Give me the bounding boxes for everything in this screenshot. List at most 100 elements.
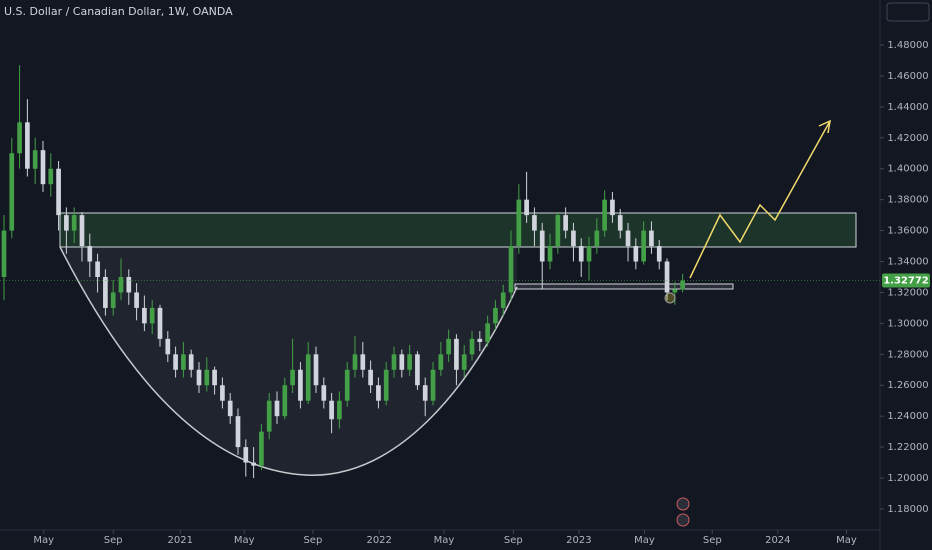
candle-body [321, 385, 327, 401]
candle-body [48, 168, 54, 185]
low-marker [664, 292, 676, 304]
candle-body [477, 338, 483, 342]
candle-body [571, 230, 576, 247]
y-tick-label: 1.46000 [887, 71, 928, 82]
candle-body [290, 369, 295, 386]
candle-body [430, 369, 436, 401]
candle-body [188, 354, 194, 370]
y-tick-label: 1.36000 [887, 226, 928, 237]
y-tick-label: 1.20000 [887, 473, 928, 484]
y-tick-label: 1.42000 [887, 133, 928, 144]
candle-body [274, 400, 280, 417]
candle-body [1, 230, 7, 277]
event-icon[interactable] [676, 513, 690, 527]
x-tick-label: Sep [703, 535, 722, 546]
candle-body [110, 292, 116, 308]
candle-body [649, 230, 654, 247]
last-price-label: 1.32772 [883, 276, 929, 287]
candle-body [126, 276, 132, 293]
candle-body [95, 261, 100, 277]
candle-body [672, 289, 678, 293]
candle-body [493, 307, 498, 324]
last-price-box [882, 273, 930, 288]
candle-body [220, 385, 225, 401]
candle-body [305, 354, 311, 401]
candle-body [391, 354, 397, 370]
x-tick-label: Sep [504, 535, 523, 546]
candle-body [422, 385, 428, 401]
candle-body [282, 385, 288, 417]
y-tick-label: 1.48000 [887, 40, 928, 51]
candle-body [633, 246, 639, 262]
candle-body [399, 354, 405, 370]
event-icon[interactable] [676, 497, 690, 511]
candle-body [313, 354, 319, 386]
candle-body [227, 400, 233, 417]
candle-body [9, 153, 15, 231]
candle-body [664, 261, 670, 293]
candle-body [524, 199, 529, 216]
candle-body [157, 307, 163, 339]
x-tick-label: Sep [104, 535, 123, 546]
candle-body [352, 354, 358, 370]
candle-body [617, 215, 623, 231]
candle-body [360, 354, 366, 370]
candle-body [87, 246, 93, 262]
projection-path [689, 120, 831, 279]
y-tick-label: 1.32000 [887, 287, 928, 298]
chart-title: U.S. Dollar / Canadian Dollar, 1W, OANDA [4, 5, 233, 18]
candle-body [376, 385, 381, 401]
candle-body [656, 246, 662, 262]
candle-body [103, 276, 108, 308]
y-tick-label: 1.44000 [887, 102, 928, 113]
candle-body [235, 416, 241, 448]
candle-body [243, 447, 249, 463]
candle-body [212, 369, 217, 386]
candle-body [79, 215, 85, 247]
candle-body [454, 338, 459, 370]
candle-body [165, 338, 171, 355]
candle-body [196, 369, 202, 386]
candle-body [181, 354, 186, 370]
candle-body [547, 246, 553, 262]
candle-body [134, 292, 139, 308]
settings-box[interactable] [886, 2, 930, 22]
candle-body [578, 246, 584, 262]
resistance-zone [59, 212, 857, 248]
candle-body [415, 354, 420, 386]
candle-body [500, 292, 506, 308]
y-tick-label: 1.18000 [887, 504, 928, 515]
candle-body [56, 168, 61, 216]
candle-body [594, 230, 600, 247]
candle-body [32, 150, 38, 169]
candle-body [563, 215, 568, 231]
x-tick-label: May [33, 535, 54, 546]
candle-body [298, 369, 303, 401]
candle-body [204, 369, 210, 386]
candle-body [555, 215, 561, 247]
candle-body [461, 354, 467, 370]
candle-body [344, 369, 350, 401]
y-tick-label: 1.38000 [887, 195, 928, 206]
candle-body [259, 431, 264, 466]
x-tick-label: 2022 [366, 535, 391, 546]
candle-body [602, 199, 607, 231]
candle-body [337, 400, 342, 420]
candle-body [383, 369, 389, 401]
y-tick-label: 1.22000 [887, 442, 928, 453]
candle-body [149, 307, 155, 324]
cup-curve [59, 246, 518, 476]
candle-body [438, 354, 444, 370]
x-tick-label: May [234, 535, 255, 546]
x-tick-label: 2021 [168, 535, 193, 546]
candle-body [469, 338, 475, 355]
x-tick-label: Sep [303, 535, 322, 546]
projection-arrowhead [818, 119, 831, 134]
candle-body [17, 122, 22, 154]
x-tick-label: 2024 [765, 535, 790, 546]
candle-body [539, 230, 545, 262]
candle-body [40, 150, 46, 185]
candle-body [64, 215, 69, 231]
